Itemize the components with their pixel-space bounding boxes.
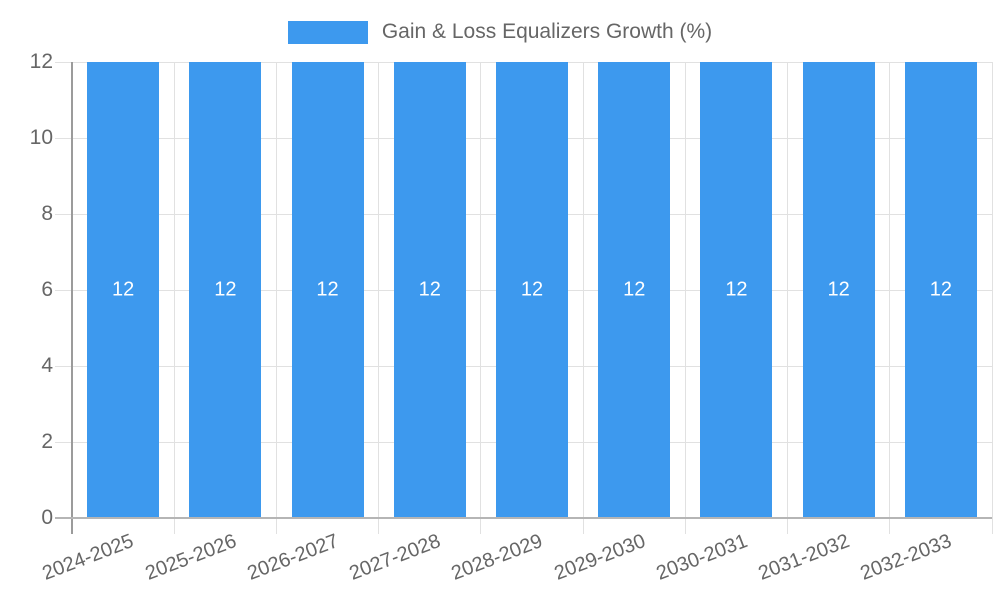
- bar: 12: [189, 62, 262, 518]
- bar-value-label: 12: [316, 278, 339, 301]
- bar-value-label: 12: [214, 278, 237, 301]
- bar: 12: [700, 62, 773, 518]
- bar: 12: [904, 62, 977, 518]
- legend: Gain & Loss Equalizers Growth (%): [0, 17, 1000, 47]
- legend-label: Gain & Loss Equalizers Growth (%): [381, 20, 713, 43]
- y-tick-label: 10: [29, 126, 53, 149]
- x-tick-label: 2032-2033: [857, 530, 955, 585]
- bar-value-label: 12: [111, 278, 135, 301]
- bar-value-label: 12: [520, 278, 544, 301]
- legend-swatch: [287, 20, 368, 44]
- y-tick-label: 12: [29, 50, 53, 73]
- plot-area: 0 2 4 6 8 10 12 12 2024-2025 12 2025-2026 12 2026-20…: [30, 50, 993, 585]
- v-gridline: [480, 62, 482, 534]
- x-tick-label: 2030-2031: [653, 530, 751, 585]
- x-axis-line: [55, 517, 992, 519]
- bar: 12: [291, 62, 364, 518]
- bar: 12: [802, 62, 875, 518]
- bar-value-label: 12: [929, 278, 952, 301]
- bar-value-label: 12: [725, 278, 748, 301]
- x-tick-label: 2024-2025: [39, 530, 137, 585]
- x-tick-label: 2031-2032: [755, 530, 853, 585]
- x-tick-label: 2028-2029: [448, 530, 546, 585]
- v-gridline: [684, 62, 686, 534]
- y-axis-line: [71, 62, 73, 534]
- bar-value-label: 12: [827, 278, 850, 301]
- v-gridline: [173, 62, 175, 534]
- y-tick-label: 8: [41, 202, 53, 225]
- bar-value-label: 12: [418, 278, 441, 301]
- v-gridline: [378, 62, 380, 534]
- x-tick-label: 2025-2026: [142, 530, 240, 585]
- legend-item[interactable]: Gain & Loss Equalizers Growth (%): [287, 17, 713, 47]
- x-tick-label: 2027-2028: [346, 530, 444, 585]
- bar: 12: [496, 62, 568, 518]
- y-tick-label: 6: [41, 278, 53, 301]
- bar: 12: [598, 62, 671, 518]
- x-tick-label: 2026-2027: [244, 530, 342, 585]
- y-tick-label: 0: [41, 506, 53, 529]
- v-gridline: [991, 62, 993, 534]
- bar-value-label: 12: [623, 278, 646, 301]
- x-tick-label: 2029-2030: [550, 530, 649, 585]
- v-gridline: [582, 62, 584, 534]
- v-gridline: [889, 62, 891, 534]
- v-gridline: [275, 62, 277, 534]
- y-tick-label: 4: [41, 354, 53, 377]
- v-gridline: [787, 62, 789, 534]
- y-tick-label: 2: [41, 430, 53, 453]
- bar: 12: [393, 62, 466, 518]
- bar: 12: [87, 62, 160, 518]
